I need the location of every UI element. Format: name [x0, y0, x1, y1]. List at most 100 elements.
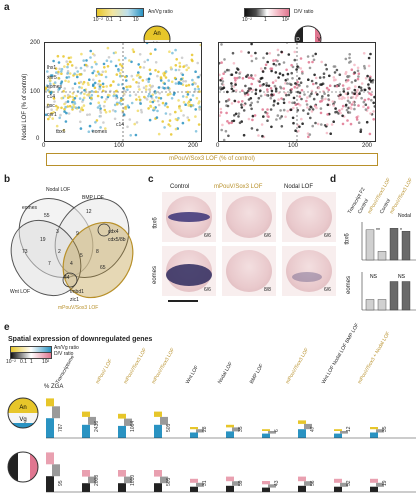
scatter-point [264, 63, 268, 67]
scatter-point [327, 94, 330, 97]
e-bar-count: 43 [274, 480, 280, 486]
scatter-point [257, 96, 261, 100]
e-bar-segment [154, 411, 162, 417]
a-ylabel: Nodal LOF (% of control) [22, 73, 28, 140]
scatter-point [296, 108, 300, 112]
e-group-label: mPouV/Sox3 LOF [150, 347, 177, 385]
scatter-point [306, 85, 309, 88]
scatter-point [294, 129, 297, 132]
scatter-point [330, 123, 334, 126]
e-bar-segment [340, 482, 348, 487]
scatter-point [80, 86, 83, 90]
scatter-point [49, 79, 52, 82]
scatter-point [63, 102, 66, 106]
scatter-point [233, 99, 237, 103]
scatter-point [78, 97, 82, 100]
venn-count: 9 [76, 231, 79, 237]
scatter-point [174, 48, 177, 52]
scatter-point [237, 115, 240, 118]
scatter-point [308, 133, 312, 136]
e-embryo-an-label: An [19, 405, 26, 411]
scatter-point [231, 51, 235, 55]
scatter-point [108, 110, 112, 113]
scatter-point [122, 113, 126, 116]
scatter-point [289, 91, 293, 94]
e-bar-segment [262, 433, 270, 438]
scatter-point [119, 99, 123, 102]
scatter-point [115, 73, 119, 76]
embryo-image-tbx6-pou [222, 192, 276, 242]
scatter-point [223, 58, 226, 61]
e-bar-count: 31 [202, 480, 208, 486]
e-bar-segment [124, 418, 132, 426]
scatter-point [73, 96, 77, 100]
scatter-point [115, 94, 118, 97]
scatter-point [238, 72, 241, 75]
d-sig: * [400, 228, 402, 234]
e-bar-segment [154, 470, 162, 477]
scatter-point [325, 131, 329, 135]
e-bar-count: 59 [238, 480, 244, 486]
e-bar-segment [268, 484, 276, 488]
scatter-point [73, 82, 77, 85]
scatter-point [126, 104, 130, 107]
panel-letter-b: b [4, 174, 11, 185]
scatter-point [191, 94, 195, 97]
scatter-point [103, 100, 107, 104]
scatter-point [180, 77, 183, 81]
scatter-point [118, 101, 121, 105]
scatter-point [187, 118, 191, 122]
scatter-point [91, 71, 94, 75]
scatter-d-v [218, 42, 376, 142]
scatter-point [46, 88, 50, 92]
panel-letter-c: c [148, 174, 154, 185]
scatter-point [223, 70, 227, 74]
scatter-point [171, 51, 174, 55]
scatter-point [250, 54, 253, 58]
scatter-point [234, 112, 238, 116]
scatter-point [137, 81, 141, 85]
scatter-point [52, 110, 55, 114]
scatter-point [47, 75, 51, 78]
scatter-point [278, 117, 282, 120]
scatter-point [338, 97, 341, 100]
venn-note: eomes [22, 205, 38, 211]
a-xtick: 200 [362, 143, 373, 149]
scatter-point [86, 81, 90, 85]
scatter-point [306, 96, 309, 99]
scatter-point [221, 87, 224, 90]
scatter-point [63, 94, 67, 98]
scatter-point [302, 109, 305, 112]
scatter-point [237, 100, 240, 104]
scatter-point [346, 75, 350, 79]
scatter-point [322, 76, 326, 79]
scatter-point [360, 82, 364, 85]
scatter-point [169, 92, 172, 96]
scatter-point [287, 93, 291, 97]
scatter-point [226, 99, 230, 102]
scatter-point [246, 93, 250, 96]
e-legend-tick: 10⁻² [6, 359, 16, 365]
scatter-point [137, 95, 141, 99]
scatter-point [85, 59, 88, 62]
scatter-point [66, 63, 70, 66]
e-bar-segment [88, 416, 96, 425]
scatter-point [286, 72, 290, 76]
embryo-image-tbx6-nodal [282, 192, 336, 242]
scatter-point [76, 70, 79, 73]
e-bar-segment [262, 481, 270, 485]
scatter-point [70, 64, 74, 67]
a-ytick: 200 [30, 40, 41, 46]
e-legend-tick: 0.1 [20, 359, 27, 365]
scatter-point [185, 64, 188, 67]
legend-an-vg-tick: 0.1 [106, 17, 113, 23]
scatter-point [161, 120, 164, 123]
scatter-point [65, 111, 68, 115]
scatter-point [306, 55, 310, 58]
scatter-point [244, 84, 247, 88]
scatter-point [178, 65, 182, 68]
e-bar-segment [52, 406, 60, 419]
scatter-point [221, 123, 224, 127]
scatter-point [332, 104, 335, 107]
scatter-point [261, 134, 264, 138]
